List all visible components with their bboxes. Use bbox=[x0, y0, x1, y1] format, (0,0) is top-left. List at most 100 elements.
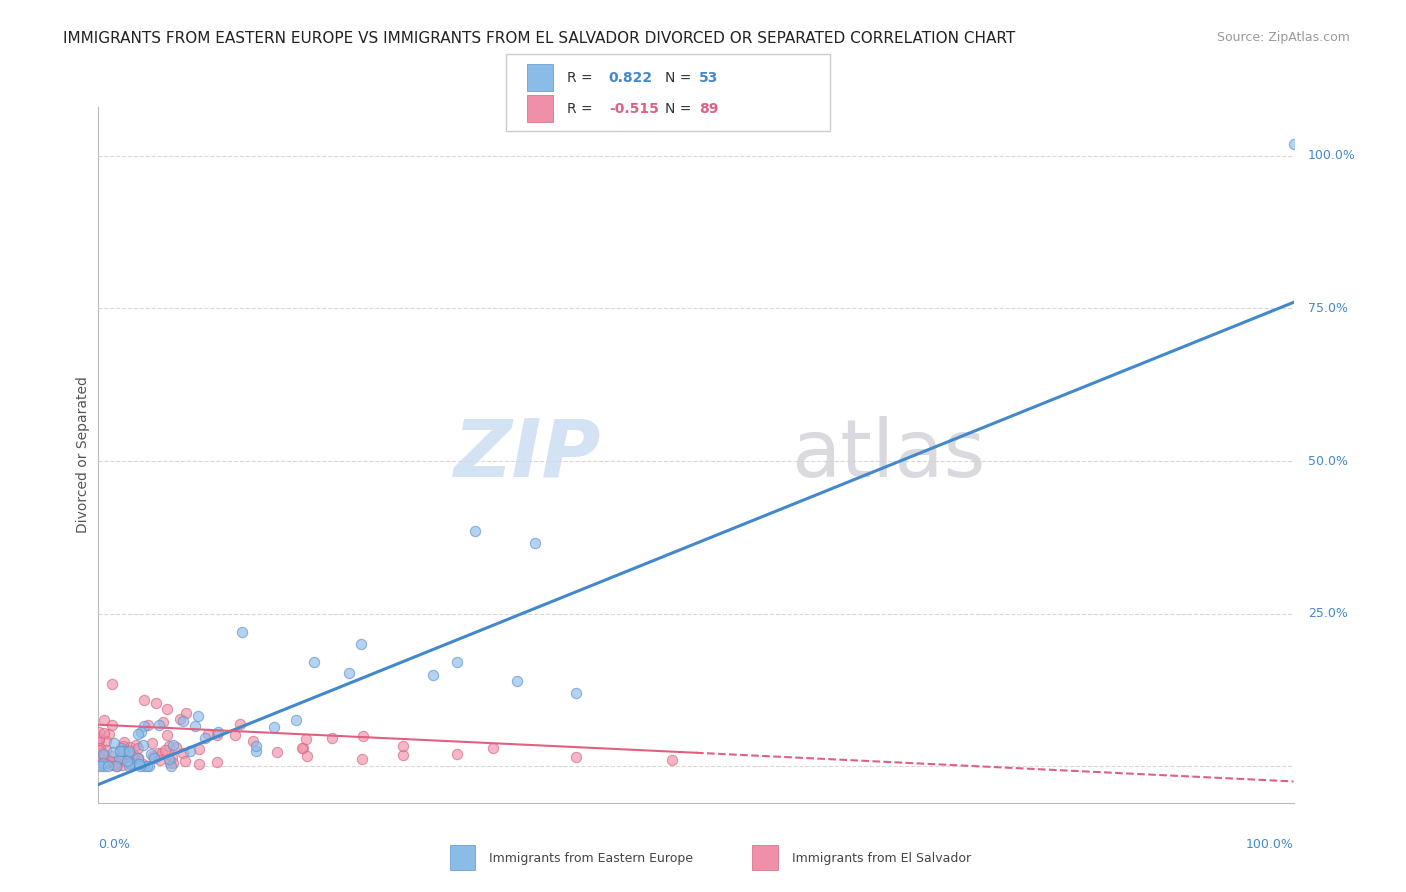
Point bbox=[127, 751, 149, 765]
Y-axis label: Divorced or Separated: Divorced or Separated bbox=[76, 376, 90, 533]
Point bbox=[118, 756, 141, 771]
Point bbox=[162, 738, 184, 752]
Text: ZIP: ZIP bbox=[453, 416, 600, 494]
Point bbox=[156, 702, 179, 716]
Point bbox=[162, 756, 184, 771]
Point bbox=[128, 757, 150, 772]
Point bbox=[89, 759, 111, 773]
Point bbox=[120, 756, 142, 770]
Text: R =: R = bbox=[567, 102, 596, 116]
Point bbox=[108, 744, 131, 758]
Point bbox=[94, 742, 117, 756]
Point bbox=[174, 706, 197, 720]
Point bbox=[321, 731, 343, 745]
Point bbox=[160, 750, 183, 764]
Point bbox=[284, 713, 307, 727]
Text: 75.0%: 75.0% bbox=[1308, 302, 1348, 315]
Point bbox=[132, 739, 155, 753]
Point bbox=[159, 756, 181, 770]
Text: 100.0%: 100.0% bbox=[1308, 149, 1355, 162]
Text: 0.0%: 0.0% bbox=[98, 838, 131, 851]
Point bbox=[565, 686, 588, 700]
Point bbox=[166, 739, 188, 754]
Point bbox=[104, 759, 127, 773]
Point bbox=[121, 749, 143, 764]
Point bbox=[245, 744, 267, 758]
Point bbox=[134, 692, 156, 706]
Point bbox=[98, 755, 121, 769]
Point bbox=[90, 756, 112, 770]
Point bbox=[352, 729, 374, 743]
Point bbox=[128, 759, 150, 773]
Point bbox=[142, 749, 165, 764]
Point bbox=[506, 673, 529, 688]
Text: 89: 89 bbox=[699, 102, 718, 116]
Point bbox=[291, 741, 314, 756]
Point bbox=[446, 747, 468, 761]
Point bbox=[89, 750, 111, 764]
Point bbox=[141, 736, 163, 750]
Text: Immigrants from El Salvador: Immigrants from El Salvador bbox=[792, 852, 970, 864]
Point bbox=[94, 754, 117, 768]
Point bbox=[138, 759, 160, 773]
Point bbox=[565, 750, 588, 764]
Point bbox=[150, 747, 173, 761]
Point bbox=[125, 757, 148, 772]
Point bbox=[90, 752, 112, 766]
Text: -0.515: -0.515 bbox=[609, 102, 658, 116]
Point bbox=[160, 759, 183, 773]
Point bbox=[93, 748, 115, 763]
Point bbox=[118, 759, 141, 773]
Point bbox=[97, 753, 120, 767]
Point bbox=[125, 738, 148, 752]
Point bbox=[187, 742, 209, 756]
Point bbox=[120, 739, 142, 754]
Point bbox=[136, 718, 159, 732]
Point bbox=[108, 750, 131, 764]
Text: N =: N = bbox=[665, 70, 696, 85]
Point bbox=[110, 741, 132, 756]
Point bbox=[194, 731, 217, 745]
Point bbox=[105, 756, 128, 770]
Point bbox=[263, 720, 285, 734]
Point bbox=[98, 754, 121, 768]
Point bbox=[231, 624, 253, 639]
Point bbox=[87, 745, 110, 759]
Point bbox=[188, 757, 211, 772]
Text: 100.0%: 100.0% bbox=[1246, 838, 1294, 851]
Point bbox=[93, 750, 115, 764]
Point bbox=[292, 741, 315, 756]
Point bbox=[157, 739, 180, 753]
Point bbox=[302, 656, 325, 670]
Point bbox=[96, 753, 118, 767]
Text: 53: 53 bbox=[699, 70, 718, 85]
Point bbox=[172, 746, 194, 760]
Text: Source: ZipAtlas.com: Source: ZipAtlas.com bbox=[1216, 31, 1350, 45]
Point bbox=[148, 718, 170, 732]
Text: 50.0%: 50.0% bbox=[1308, 455, 1348, 467]
Point bbox=[127, 741, 149, 756]
Point bbox=[89, 740, 111, 755]
Point bbox=[661, 753, 683, 767]
Point bbox=[337, 666, 360, 681]
Point bbox=[392, 748, 415, 763]
Point bbox=[104, 757, 127, 772]
Text: atlas: atlas bbox=[792, 416, 986, 494]
Point bbox=[205, 728, 228, 742]
Point bbox=[207, 724, 229, 739]
Point bbox=[112, 743, 135, 757]
Point bbox=[464, 524, 486, 539]
Point bbox=[446, 656, 468, 670]
Point bbox=[143, 750, 166, 764]
Point bbox=[145, 697, 167, 711]
Point bbox=[172, 714, 194, 728]
Point bbox=[93, 713, 115, 727]
Point bbox=[134, 759, 156, 773]
Text: N =: N = bbox=[665, 102, 696, 116]
Point bbox=[156, 728, 179, 742]
Point bbox=[111, 757, 134, 772]
Point bbox=[523, 536, 546, 550]
Text: IMMIGRANTS FROM EASTERN EUROPE VS IMMIGRANTS FROM EL SALVADOR DIVORCED OR SEPARA: IMMIGRANTS FROM EASTERN EUROPE VS IMMIGR… bbox=[63, 31, 1015, 46]
Point bbox=[422, 667, 444, 681]
Point bbox=[187, 709, 209, 723]
